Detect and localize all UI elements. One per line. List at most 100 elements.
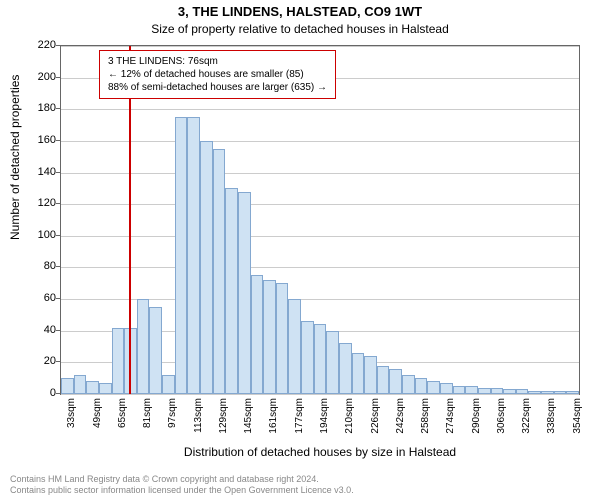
histogram-bar bbox=[99, 383, 112, 394]
gridline bbox=[61, 109, 579, 110]
y-tick-label: 120 bbox=[30, 197, 56, 209]
y-tick-mark bbox=[56, 108, 60, 109]
footer-line2: Contains public sector information licen… bbox=[10, 485, 354, 496]
histogram-bar bbox=[149, 307, 162, 394]
histogram-bar bbox=[238, 192, 251, 394]
chart-subtitle: Size of property relative to detached ho… bbox=[0, 22, 600, 36]
histogram-bar bbox=[225, 188, 238, 394]
x-tick-label: 194sqm bbox=[319, 398, 330, 448]
histogram-bar bbox=[503, 389, 516, 394]
histogram-bar bbox=[453, 386, 466, 394]
annotation-line: 3 THE LINDENS: 76sqm bbox=[108, 55, 327, 68]
histogram-bar bbox=[187, 117, 200, 394]
histogram-bar bbox=[288, 299, 301, 394]
x-tick-label: 258sqm bbox=[420, 398, 431, 448]
x-tick-label: 290sqm bbox=[471, 398, 482, 448]
y-tick-mark bbox=[56, 266, 60, 267]
y-tick-mark bbox=[56, 77, 60, 78]
histogram-bar bbox=[528, 391, 541, 394]
y-tick-mark bbox=[56, 235, 60, 236]
histogram-bar bbox=[86, 381, 99, 394]
x-tick-label: 81sqm bbox=[142, 398, 153, 448]
gridline bbox=[61, 267, 579, 268]
histogram-bar bbox=[61, 378, 74, 394]
histogram-bar bbox=[301, 321, 314, 394]
x-tick-label: 161sqm bbox=[268, 398, 279, 448]
histogram-bar bbox=[389, 369, 402, 394]
annotation-line: ← 12% of detached houses are smaller (85… bbox=[108, 68, 327, 81]
y-tick-mark bbox=[56, 330, 60, 331]
y-tick-label: 200 bbox=[30, 71, 56, 83]
gridline bbox=[61, 46, 579, 47]
x-tick-label: 145sqm bbox=[243, 398, 254, 448]
y-tick-mark bbox=[56, 140, 60, 141]
histogram-bar bbox=[415, 378, 428, 394]
y-axis-label: Number of detached properties bbox=[8, 75, 22, 240]
x-tick-label: 113sqm bbox=[193, 398, 204, 448]
x-tick-label: 354sqm bbox=[572, 398, 583, 448]
footer-line1: Contains HM Land Registry data © Crown c… bbox=[10, 474, 354, 485]
y-tick-label: 40 bbox=[30, 324, 56, 336]
x-axis-label: Distribution of detached houses by size … bbox=[60, 445, 580, 459]
gridline bbox=[61, 173, 579, 174]
x-tick-label: 49sqm bbox=[92, 398, 103, 448]
histogram-bar bbox=[137, 299, 150, 394]
histogram-bar bbox=[263, 280, 276, 394]
histogram-bar bbox=[440, 383, 453, 394]
y-tick-mark bbox=[56, 203, 60, 204]
histogram-bar bbox=[402, 375, 415, 394]
histogram-bar bbox=[465, 386, 478, 394]
y-tick-mark bbox=[56, 298, 60, 299]
x-tick-label: 242sqm bbox=[395, 398, 406, 448]
x-tick-label: 65sqm bbox=[117, 398, 128, 448]
histogram-bar bbox=[541, 391, 554, 394]
histogram-bar bbox=[377, 366, 390, 394]
x-tick-label: 97sqm bbox=[167, 398, 178, 448]
y-tick-label: 140 bbox=[30, 166, 56, 178]
histogram-bar bbox=[175, 117, 188, 394]
histogram-bar bbox=[427, 381, 440, 394]
y-tick-label: 180 bbox=[30, 102, 56, 114]
histogram-bar bbox=[213, 149, 226, 394]
x-tick-label: 322sqm bbox=[521, 398, 532, 448]
y-tick-label: 60 bbox=[30, 292, 56, 304]
footer-text: Contains HM Land Registry data © Crown c… bbox=[10, 474, 354, 496]
x-tick-label: 306sqm bbox=[496, 398, 507, 448]
annotation-line: 88% of semi-detached houses are larger (… bbox=[108, 81, 327, 94]
x-tick-label: 129sqm bbox=[218, 398, 229, 448]
x-tick-label: 177sqm bbox=[294, 398, 305, 448]
gridline bbox=[61, 394, 579, 395]
x-tick-label: 274sqm bbox=[445, 398, 456, 448]
histogram-bar bbox=[478, 388, 491, 394]
y-tick-mark bbox=[56, 172, 60, 173]
chart-container: 3, THE LINDENS, HALSTEAD, CO9 1WT Size o… bbox=[0, 0, 600, 500]
x-tick-label: 338sqm bbox=[546, 398, 557, 448]
histogram-bar bbox=[326, 331, 339, 394]
histogram-bar bbox=[364, 356, 377, 394]
histogram-bar bbox=[352, 353, 365, 394]
histogram-bar bbox=[491, 388, 504, 394]
histogram-bar bbox=[74, 375, 87, 394]
histogram-bar bbox=[276, 283, 289, 394]
histogram-bar bbox=[566, 391, 579, 394]
y-tick-mark bbox=[56, 45, 60, 46]
x-tick-label: 210sqm bbox=[344, 398, 355, 448]
plot-area: 3 THE LINDENS: 76sqm← 12% of detached ho… bbox=[60, 45, 580, 395]
histogram-bar bbox=[251, 275, 264, 394]
gridline bbox=[61, 204, 579, 205]
annotation-box: 3 THE LINDENS: 76sqm← 12% of detached ho… bbox=[99, 50, 336, 99]
y-tick-label: 0 bbox=[30, 387, 56, 399]
y-tick-label: 20 bbox=[30, 355, 56, 367]
y-tick-label: 160 bbox=[30, 134, 56, 146]
histogram-bar bbox=[162, 375, 175, 394]
y-tick-label: 80 bbox=[30, 260, 56, 272]
chart-title: 3, THE LINDENS, HALSTEAD, CO9 1WT bbox=[0, 4, 600, 19]
histogram-bar bbox=[112, 328, 125, 394]
histogram-bar bbox=[516, 389, 529, 394]
x-tick-label: 226sqm bbox=[370, 398, 381, 448]
y-tick-label: 100 bbox=[30, 229, 56, 241]
gridline bbox=[61, 141, 579, 142]
histogram-bar bbox=[314, 324, 327, 394]
histogram-bar bbox=[554, 391, 567, 394]
y-tick-mark bbox=[56, 361, 60, 362]
